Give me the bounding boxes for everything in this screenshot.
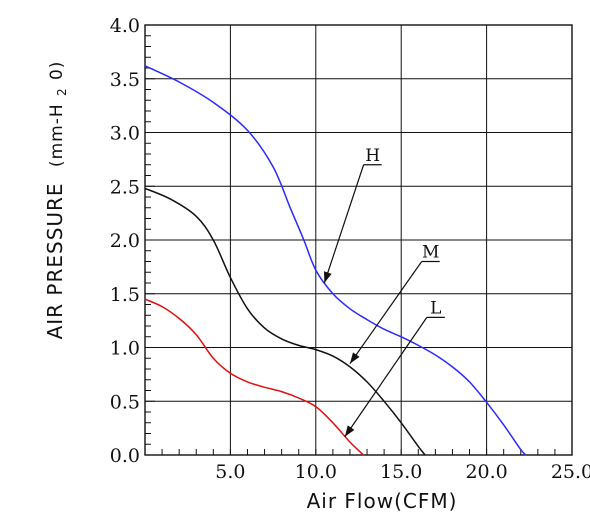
annotation-arrowhead-L: [344, 425, 355, 437]
y-tick-label: 3.5: [110, 69, 140, 91]
y-tick-label: 0.5: [110, 391, 140, 413]
series-line-M: [144, 187, 426, 456]
y-tick-label: 0.0: [110, 445, 140, 467]
series-line-H: [144, 65, 527, 456]
series-lines: [144, 65, 527, 456]
annotation-arrowhead-H: [324, 271, 332, 283]
y-tick-label: 2.0: [110, 230, 140, 252]
annotation-leader-L: [344, 317, 428, 438]
y-axis-title-subscript: 2: [55, 87, 69, 96]
x-tick-label: 15.0: [380, 461, 422, 483]
y-axis-title-unit: (mm-H: [47, 103, 67, 167]
y-tick-labels: 0.0 0.5 1.0 1.5 2.0 2.5 3.0 3.5 4.0: [110, 15, 140, 467]
series-annotations: H M L: [323, 146, 445, 438]
series-label-H: H: [365, 146, 380, 166]
x-tick-label: 25.0: [551, 461, 590, 483]
plot-frame: [144, 24, 573, 456]
x-tick-labels: 5.0 10.0 15.0 20.0 25.0: [215, 461, 590, 483]
x-tick-label: 5.0: [215, 461, 245, 483]
annotation-leader-H: [323, 164, 365, 284]
annotation-arrowhead-M: [349, 352, 360, 364]
y-axis-title-main: AIR PRESSURE: [43, 182, 67, 339]
y-axis-title-end: 0): [47, 61, 67, 80]
series-label-M: M: [422, 243, 439, 263]
y-tick-label: 1.0: [110, 338, 140, 360]
y-axis-title: AIR PRESSURE (mm-H 2 0): [43, 61, 71, 340]
series-label-L: L: [430, 298, 441, 318]
grid: [145, 25, 572, 455]
series-line-L: [144, 298, 365, 456]
y-tick-label: 1.5: [110, 284, 140, 306]
y-tick-label: 4.0: [110, 15, 140, 37]
x-axis-title: Air Flow(CFM): [307, 489, 458, 513]
annotation-leader-M: [349, 261, 423, 364]
x-tick-label: 20.0: [465, 461, 507, 483]
y-tick-label: 2.5: [110, 176, 140, 198]
x-tick-label: 10.0: [295, 461, 337, 483]
y-tick-label: 3.0: [110, 123, 140, 145]
